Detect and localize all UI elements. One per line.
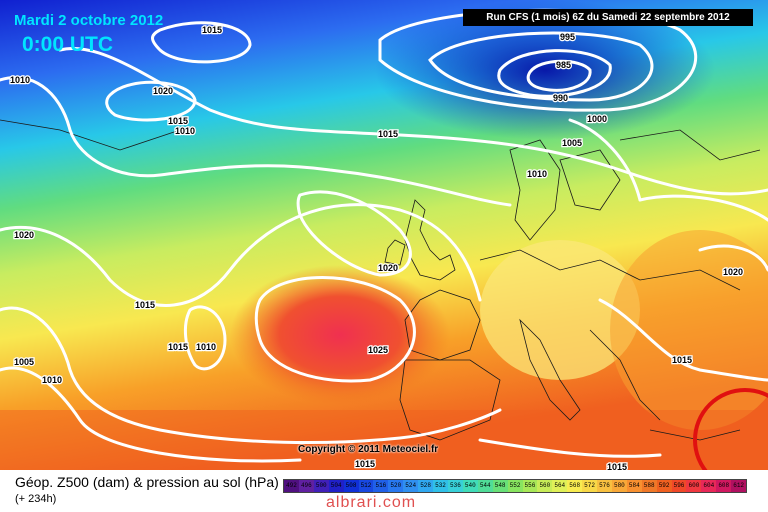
isobar-label: 1010 <box>175 126 195 136</box>
legend-swatch: 576 <box>597 480 612 492</box>
legend-swatch: 552 <box>507 480 523 492</box>
isobar-label: 1015 <box>378 129 398 139</box>
legend-swatch: 496 <box>298 480 314 492</box>
map-canvas: 1015 1010 1020 1015 1010 995 985 990 100… <box>0 0 768 470</box>
isobar-label: 1005 <box>562 138 582 148</box>
isobar-label: 1000 <box>587 114 607 124</box>
isobar-label: 1015 <box>168 116 188 126</box>
isobar-label: 1010 <box>527 169 547 179</box>
legend-swatch: 560 <box>537 480 553 492</box>
forecast-date: Mardi 2 octobre 2012 <box>14 12 164 29</box>
legend-swatch: 492 <box>284 480 299 492</box>
isobar-label: 1015 <box>168 342 188 352</box>
isobar-label: 1015 <box>607 462 627 470</box>
isobar-label: 985 <box>556 60 571 70</box>
legend-swatch: 520 <box>388 480 404 492</box>
isobar-label: 1015 <box>672 355 692 365</box>
legend-swatch: 528 <box>418 480 434 492</box>
isobar-label: 1010 <box>196 342 216 352</box>
run-info: Run CFS (1 mois) 6Z du Samedi 22 septemb… <box>463 9 753 26</box>
legend-swatch: 524 <box>403 480 419 492</box>
legend-swatch: 500 <box>313 480 329 492</box>
legend-swatch: 584 <box>626 480 642 492</box>
map-title: Géop. Z500 (dam) & pression au sol (hPa) <box>15 474 279 490</box>
isobar-label-group: 1015 1010 1020 1015 1010 995 985 990 100… <box>9 24 745 470</box>
legend-swatch: 540 <box>462 480 478 492</box>
legend-swatch: 536 <box>447 480 463 492</box>
legend-swatch: 564 <box>552 480 568 492</box>
legend-swatch: 580 <box>611 480 627 492</box>
isobar-label: 1020 <box>723 267 743 277</box>
legend-swatch: 504 <box>328 480 344 492</box>
isobar-label: 1020 <box>14 230 34 240</box>
highlight-circle <box>693 388 768 470</box>
isobar-label: 1005 <box>14 357 34 367</box>
legend-swatch: 516 <box>373 480 389 492</box>
legend-swatch: 612 <box>731 480 747 492</box>
isobar-label: 1020 <box>378 263 398 273</box>
isobar-label: 1015 <box>355 459 375 469</box>
legend-swatch: 608 <box>716 480 732 492</box>
isobar-label: 995 <box>560 32 575 42</box>
isobar-label: 1015 <box>135 300 155 310</box>
lead-time: (+ 234h) <box>15 493 57 505</box>
color-legend: 492 496 500 504 508 512 516 520 524 528 532 536 540 5… <box>283 479 747 493</box>
legend-swatch: 508 <box>343 480 359 492</box>
legend-swatch: 568 <box>567 480 583 492</box>
legend-swatch: 548 <box>492 480 508 492</box>
legend-swatch: 588 <box>641 480 657 492</box>
legend-swatch: 604 <box>701 480 717 492</box>
east-orange <box>610 230 768 430</box>
low-core <box>375 0 715 140</box>
legend-swatch: 572 <box>582 480 598 492</box>
high-core <box>230 265 450 405</box>
isobar-label: 990 <box>553 93 568 103</box>
isobar-label: 1025 <box>368 345 388 355</box>
isobar-label: 1010 <box>42 375 62 385</box>
watermark: albrari.com <box>326 494 417 511</box>
legend-swatch: 544 <box>477 480 493 492</box>
legend-swatch: 596 <box>671 480 687 492</box>
copyright: Copyright © 2011 Meteociel.fr <box>298 444 439 455</box>
forecast-time: 0:00 UTC <box>22 33 114 56</box>
isobar-label: 1015 <box>202 25 222 35</box>
legend-swatch: 600 <box>686 480 702 492</box>
isobar-label: 1020 <box>153 86 173 96</box>
weather-map: 1015 1010 1020 1015 1010 995 985 990 100… <box>0 0 768 470</box>
legend-swatch: 556 <box>522 480 538 492</box>
isobars <box>0 8 768 463</box>
coastlines <box>0 119 761 441</box>
legend-swatch: 512 <box>358 480 374 492</box>
legend-swatch: 532 <box>433 480 448 492</box>
ridge-yellow <box>480 240 640 380</box>
legend-swatch: 592 <box>656 480 672 492</box>
isobar-label: 1010 <box>10 75 30 85</box>
